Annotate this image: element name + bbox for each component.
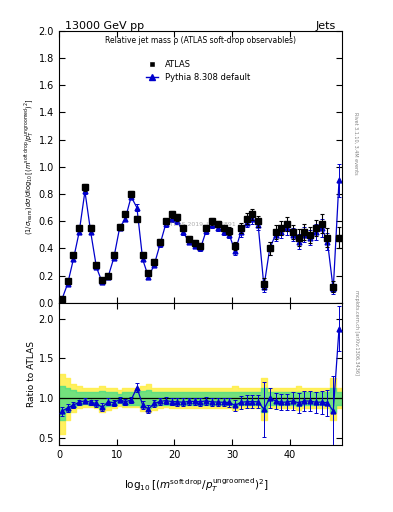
Text: $\log_{10}[(m^{\rm soft\,drop}/p_T^{\rm ungroomed})^2]$: $\log_{10}[(m^{\rm soft\,drop}/p_T^{\rm … xyxy=(124,476,269,494)
Y-axis label: Ratio to ATLAS: Ratio to ATLAS xyxy=(27,341,36,407)
Legend: ATLAS, Pythia 8.308 default: ATLAS, Pythia 8.308 default xyxy=(142,57,253,86)
Y-axis label: $(1/\sigma_{\rm resm})\,d\sigma/d\log_{10}[(m^{\rm soft\,drop}/p_T^{\rm ungroome: $(1/\sigma_{\rm resm})\,d\sigma/d\log_{1… xyxy=(22,98,36,235)
Text: Relative jet mass ρ (ATLAS soft-drop observables): Relative jet mass ρ (ATLAS soft-drop obs… xyxy=(105,36,296,45)
Text: mcplots.cern.ch [arXiv:1306.3436]: mcplots.cern.ch [arXiv:1306.3436] xyxy=(354,290,359,375)
Text: Rivet 3.1.10, 3.4M events: Rivet 3.1.10, 3.4M events xyxy=(354,112,359,175)
Text: 13000 GeV pp: 13000 GeV pp xyxy=(64,20,144,31)
Text: Jets: Jets xyxy=(316,20,336,31)
Text: ATLAS 2019_I1772891: ATLAS 2019_I1772891 xyxy=(165,221,235,227)
